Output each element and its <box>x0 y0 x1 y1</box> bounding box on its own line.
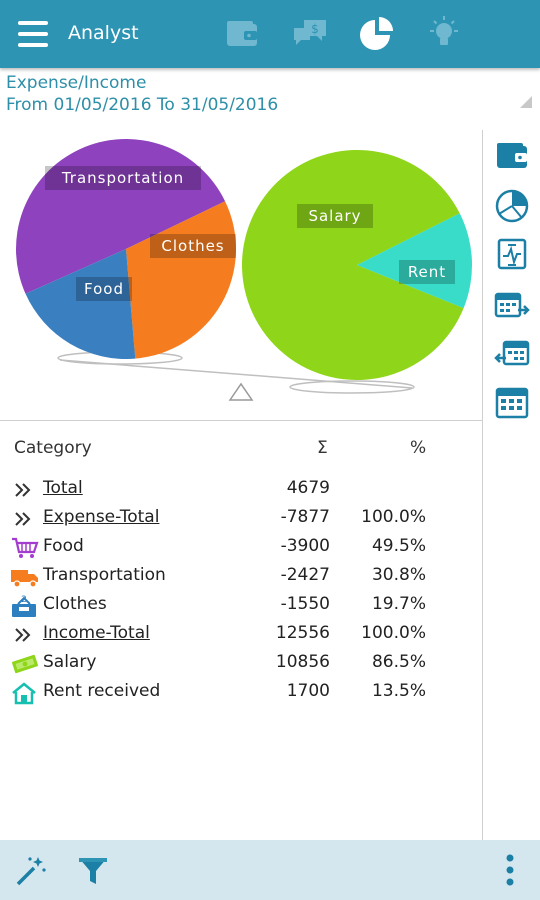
row-percent: 13.5% <box>371 681 426 701</box>
pie-chart-icon[interactable] <box>357 14 397 54</box>
row-category: Rent received <box>43 681 161 701</box>
more-vert-icon[interactable] <box>500 852 520 888</box>
truck-icon <box>10 565 40 589</box>
calendar-icon[interactable] <box>494 384 530 420</box>
svg-text:2: 2 <box>21 595 27 605</box>
column-header-sum: Σ <box>317 438 328 458</box>
pie-slice-transportation[interactable] <box>126 201 236 359</box>
house-icon <box>10 681 40 705</box>
scale-plate-right <box>289 380 415 394</box>
report-range[interactable]: From 01/05/2016 To 31/05/2016 <box>6 95 279 115</box>
chevron-double-icon <box>10 478 40 502</box>
money-chat-icon[interactable]: $ <box>290 14 330 54</box>
table-row[interactable]: 2 Clothes -1550 19.7% <box>0 591 482 620</box>
compare-icon[interactable] <box>494 236 530 272</box>
report-title: Expense/Income <box>6 73 147 93</box>
row-percent: 19.7% <box>371 594 426 614</box>
sidebar-divider <box>482 130 483 840</box>
pie-label: Rent <box>408 263 446 281</box>
pie-label: Salary <box>308 207 361 225</box>
table-row[interactable]: Food -3900 49.5% <box>0 533 482 562</box>
row-category: Total <box>43 478 83 498</box>
row-sum: 4679 <box>286 478 330 498</box>
table-row[interactable]: Total 4679 <box>0 475 482 504</box>
row-sum: 1700 <box>286 681 330 701</box>
calendar-back-icon[interactable] <box>494 334 530 370</box>
cash-icon <box>10 652 40 676</box>
pie-label-bg <box>45 166 201 190</box>
magic-wand-icon[interactable] <box>14 854 48 888</box>
row-percent: 49.5% <box>371 536 426 556</box>
calendar-forward-icon[interactable] <box>494 286 530 322</box>
scale-beam <box>59 359 413 389</box>
svg-text:$: $ <box>311 22 319 36</box>
pie-label-bg <box>76 277 132 301</box>
balance-chart: Food Transportation Clothes Salary Rent <box>0 122 482 420</box>
pie-chart-icon[interactable] <box>494 188 530 224</box>
table-row[interactable]: Expense-Total -7877 100.0% <box>0 504 482 533</box>
pie-label-bg <box>399 260 455 284</box>
pie-label: Food <box>84 280 124 298</box>
row-category: Clothes <box>43 594 107 614</box>
income-pie[interactable] <box>241 149 472 380</box>
pie-label-bg <box>297 204 373 228</box>
row-sum: 10856 <box>275 652 330 672</box>
row-sum: -3900 <box>280 536 330 556</box>
row-category: Transportation <box>43 565 166 585</box>
row-sum: 12556 <box>275 623 330 643</box>
balance-chart-svg: Food Transportation Clothes Salary Rent <box>16 139 472 401</box>
row-percent: 30.8% <box>371 565 426 585</box>
row-sum: -2427 <box>280 565 330 585</box>
row-sum: -7877 <box>280 507 330 527</box>
clothes-box-icon: 2 <box>10 594 40 618</box>
pie-slice-salary[interactable] <box>241 149 464 380</box>
table-row[interactable]: Transportation -2427 30.8% <box>0 562 482 591</box>
row-percent: 100.0% <box>361 507 426 527</box>
scale-fulcrum <box>228 382 254 401</box>
pie-label: Transportation <box>61 169 184 187</box>
pie-label: Clothes <box>161 237 224 255</box>
chevron-double-icon <box>10 623 40 647</box>
dropdown-corner-icon[interactable] <box>520 96 532 108</box>
row-category: Food <box>43 536 84 556</box>
row-percent: 86.5% <box>371 652 426 672</box>
table-row[interactable]: Salary 10856 86.5% <box>0 649 482 678</box>
menu-icon[interactable] <box>18 21 48 47</box>
app-bar: Analyst $ <box>0 0 540 68</box>
row-sum: -1550 <box>280 594 330 614</box>
filter-icon[interactable] <box>76 854 110 888</box>
table-row[interactable]: Rent received 1700 13.5% <box>0 678 482 707</box>
wallet-icon[interactable] <box>494 138 530 174</box>
column-header-category: Category <box>14 438 92 458</box>
expense-pie[interactable] <box>16 139 236 359</box>
app-title: Analyst <box>68 22 139 44</box>
row-category: Income-Total <box>43 623 150 643</box>
row-category: Salary <box>43 652 97 672</box>
pie-slice-food[interactable] <box>16 139 226 294</box>
pie-label-bg <box>150 234 236 258</box>
chevron-double-icon <box>10 507 40 531</box>
lightbulb-icon[interactable] <box>424 14 464 54</box>
row-category: Expense-Total <box>43 507 160 527</box>
table-row[interactable]: Income-Total 12556 100.0% <box>0 620 482 649</box>
column-header-percent: % <box>410 438 427 458</box>
report-heading: Expense/Income From 01/05/2016 To 31/05/… <box>6 72 278 116</box>
pie-slice-rent[interactable] <box>357 213 472 309</box>
cart-icon <box>10 536 40 560</box>
section-divider <box>0 420 482 421</box>
pie-slice-clothes[interactable] <box>25 249 136 359</box>
bottom-toolbar <box>0 840 540 900</box>
row-percent: 100.0% <box>361 623 426 643</box>
wallet-icon[interactable] <box>222 14 262 54</box>
